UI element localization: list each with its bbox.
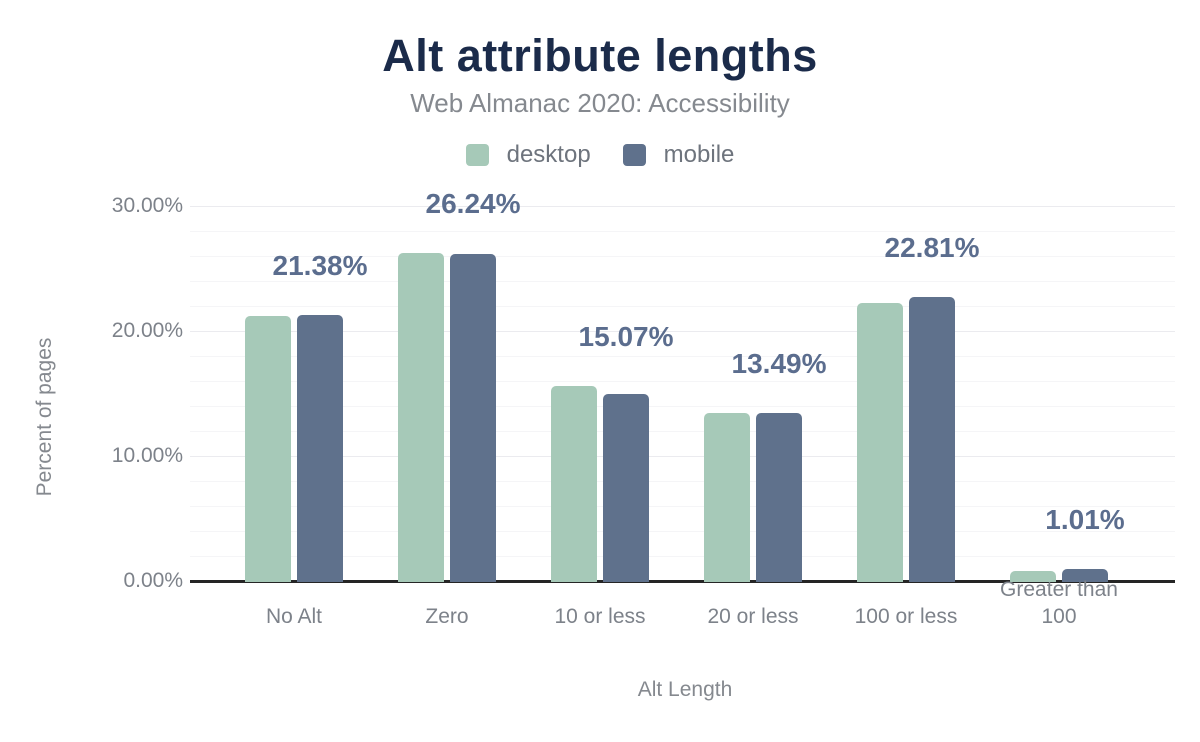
bar-mobile-2	[450, 254, 496, 582]
gridline-minor	[190, 481, 1175, 482]
bar-mobile-1	[297, 314, 343, 582]
y-axis-title: Percent of pages	[33, 337, 56, 497]
bar-desktop-6	[1010, 570, 1056, 582]
y-tick-label: 0.00%	[123, 569, 183, 592]
y-tick-label: 10.00%	[111, 444, 183, 467]
x-axis-line	[190, 580, 1175, 583]
plot-area: 21.38% No Alt 26.24% Zero 15.07% 10 or less 13…	[190, 188, 1175, 628]
bar-desktop-3	[551, 385, 597, 582]
gridline-major	[190, 456, 1175, 457]
legend-item-desktop: desktop	[465, 141, 591, 169]
category-label: No Alt	[265, 605, 323, 628]
category-label: 10 or less	[554, 605, 646, 628]
gridline-minor	[190, 506, 1175, 507]
bar-desktop-4	[704, 413, 750, 582]
gridline-minor	[190, 231, 1175, 232]
gridline-minor	[190, 281, 1175, 282]
bar-mobile-5	[909, 296, 955, 582]
bar-mobile-4	[756, 413, 802, 582]
value-label: 22.81%	[884, 231, 980, 263]
category-label: 100 or less	[854, 605, 958, 628]
gridline-minor	[190, 431, 1175, 432]
bar-desktop-1	[245, 315, 291, 582]
gridline-minor	[190, 531, 1175, 532]
chart-subtitle: Web Almanac 2020: Accessibility	[410, 88, 790, 118]
bar-desktop-2	[398, 253, 444, 582]
gridline-minor	[190, 356, 1175, 357]
y-tick-label: 30.00%	[111, 194, 183, 217]
legend: desktop mobile	[0, 141, 1200, 169]
legend-label-desktop: desktop	[506, 141, 591, 168]
category-label: Zero	[425, 605, 469, 628]
legend-item-mobile: mobile	[622, 141, 735, 169]
value-label: 26.24%	[425, 188, 521, 220]
bar-desktop-5	[857, 303, 903, 582]
category-label: 20 or less	[707, 605, 799, 628]
bar-mobile-3	[603, 393, 649, 582]
value-label: 15.07%	[578, 320, 674, 352]
gridline-minor	[190, 406, 1175, 407]
gridline-major	[190, 206, 1175, 207]
gridline-minor	[190, 556, 1175, 557]
mobile-swatch-icon	[622, 144, 646, 166]
gridline-major	[190, 331, 1175, 332]
value-label: 1.01%	[1045, 504, 1125, 536]
value-label: 13.49%	[731, 348, 827, 380]
x-axis-title: Alt Length	[637, 678, 733, 701]
bar-mobile-6	[1062, 569, 1108, 582]
chart-title: Alt attribute lengths	[382, 30, 818, 81]
value-label: 21.38%	[272, 249, 368, 281]
legend-label-mobile: mobile	[663, 141, 735, 168]
gridline-minor	[190, 306, 1175, 307]
category-label: Greater than 100	[1000, 578, 1118, 628]
desktop-swatch-icon	[465, 144, 489, 166]
y-tick-label: 20.00%	[111, 319, 183, 342]
gridline-minor	[190, 381, 1175, 382]
gridline-minor	[190, 256, 1175, 257]
